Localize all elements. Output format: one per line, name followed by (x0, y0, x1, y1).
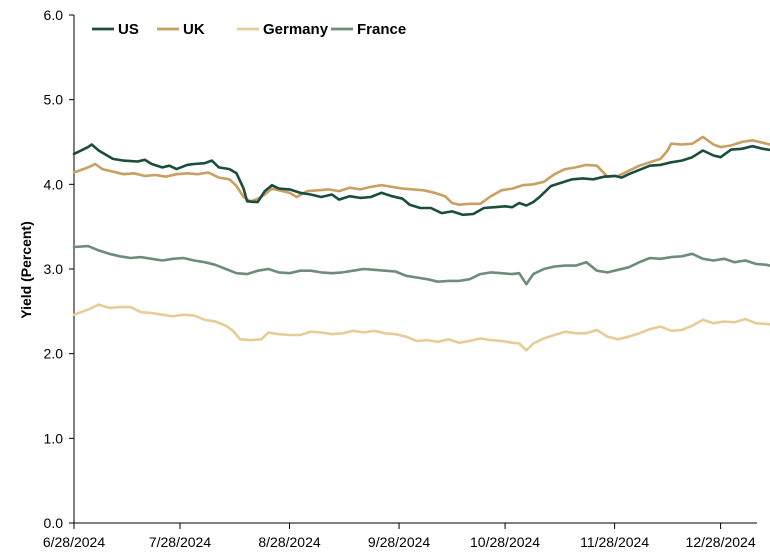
legend-label: France (357, 21, 406, 38)
legend-label: UK (183, 21, 205, 38)
x-tick-label: 12/28/2024 (686, 534, 756, 550)
legend: US UK Germany France (92, 21, 406, 38)
x-axis: 6/28/2024 7/28/2024 8/28/2024 9/28/2024 10/2… (43, 522, 757, 550)
y-tick-label: 4.0 (44, 176, 64, 192)
x-tick-label: 7/28/2024 (149, 534, 211, 550)
y-axis-label: Yield (Percent) (18, 221, 34, 319)
y-tick-label: 5.0 (44, 92, 64, 108)
legend-item-us: US (92, 21, 139, 38)
series-line-us (72, 143, 770, 217)
x-tick-label: 8/28/2024 (258, 534, 320, 550)
legend-label: US (118, 21, 139, 38)
x-tick-label: 10/28/2024 (470, 534, 540, 550)
legend-item-france: France (331, 21, 406, 38)
series-line-germany (72, 303, 770, 352)
y-tick-label: 6.0 (44, 7, 64, 23)
x-tick-label: 9/28/2024 (368, 534, 430, 550)
legend-item-uk: UK (157, 21, 205, 38)
x-tick-label: 11/28/2024 (580, 534, 649, 550)
y-axis: 0.0 1.0 2.0 3.0 4.0 5.0 6.0 (44, 7, 75, 531)
legend-item-germany: Germany (237, 21, 329, 38)
y-tick-label: 2.0 (44, 346, 64, 362)
series-line-france (72, 244, 770, 286)
y-tick-label: 3.0 (44, 261, 64, 277)
y-tick-label: 1.0 (44, 430, 64, 446)
legend-label: Germany (263, 21, 329, 38)
series-lines (72, 135, 770, 352)
series-line-uk (72, 135, 770, 206)
x-tick-label: 6/28/2024 (43, 534, 105, 550)
y-tick-label: 0.0 (44, 515, 64, 531)
